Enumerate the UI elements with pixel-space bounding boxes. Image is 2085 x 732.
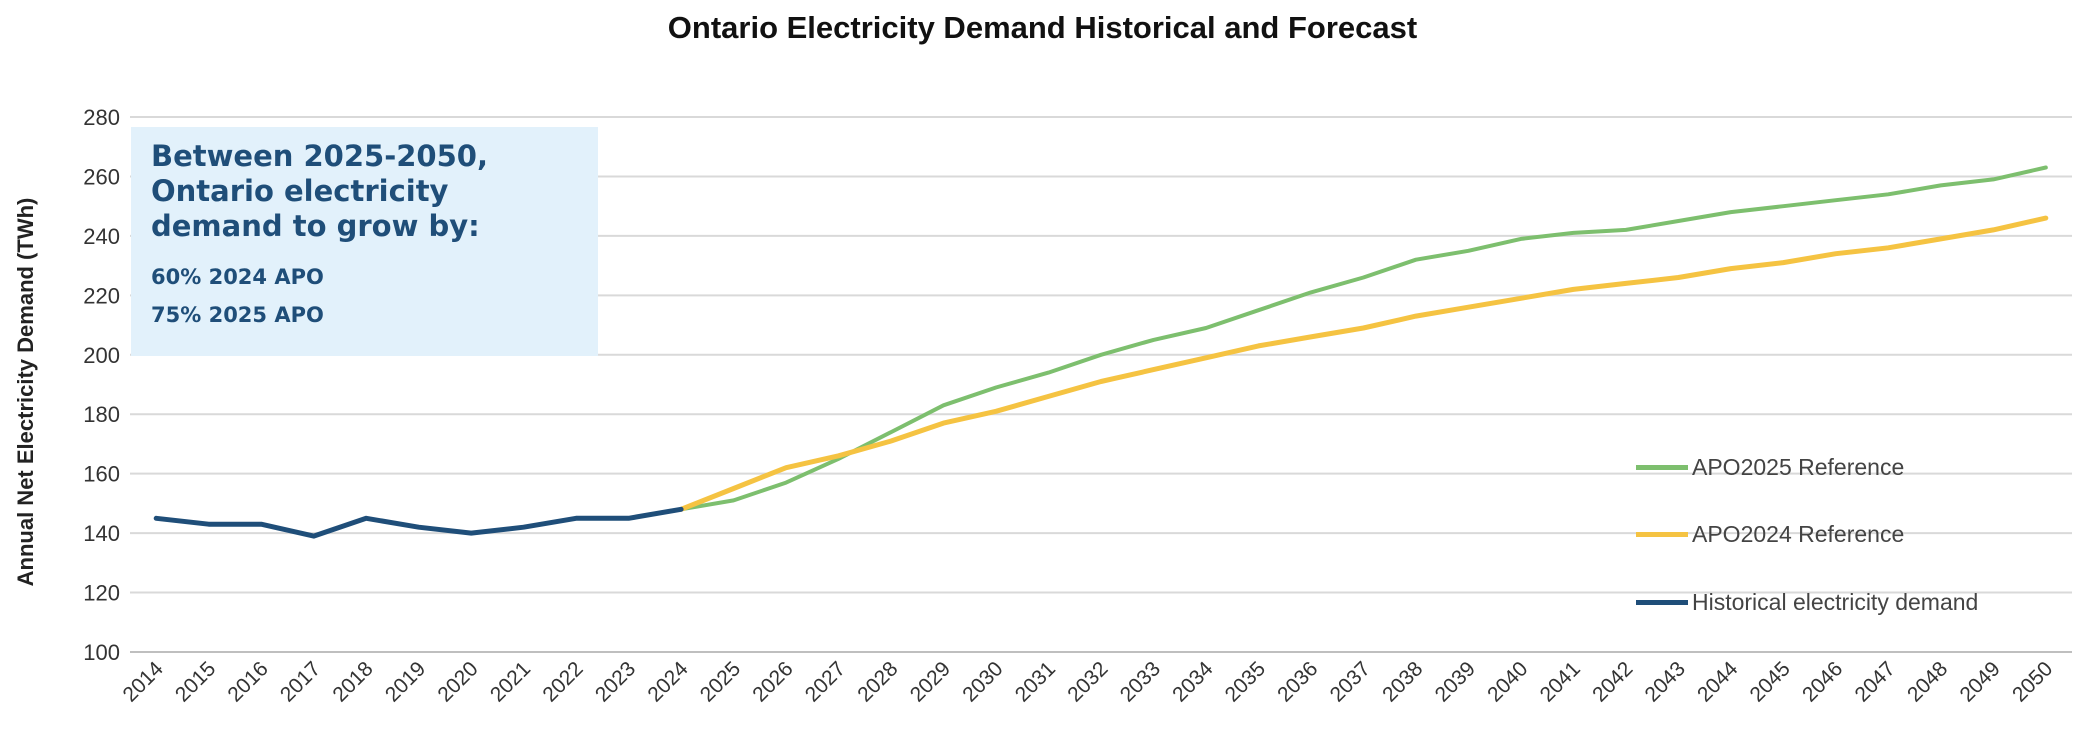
growth-callout: Between 2025-2050, Ontario electricity d… — [131, 127, 598, 356]
x-tick-label: 2018 — [328, 657, 377, 706]
x-tick-label: 2034 — [1168, 657, 1218, 707]
y-tick-label: 140 — [83, 521, 120, 546]
x-tick-label: 2040 — [1483, 657, 1532, 706]
x-tick-label: 2045 — [1746, 657, 1795, 706]
legend-item-apo2025: APO2025 Reference — [1636, 452, 1904, 482]
y-axis-ticks: 100 120 140 160 180 200 220 240 260 280 — [83, 105, 120, 665]
x-tick-label: 2027 — [801, 657, 850, 706]
x-tick-label: 2049 — [1956, 657, 2005, 706]
y-tick-label: 160 — [83, 462, 120, 487]
x-tick-label: 2044 — [1693, 657, 1743, 707]
legend-label-apo2024: APO2024 Reference — [1692, 520, 1905, 547]
legend-swatch-apo2025 — [1636, 464, 1688, 470]
legend-label-historical: Historical electricity demand — [1692, 588, 1979, 615]
x-tick-label: 2041 — [1536, 657, 1585, 706]
x-tick-label: 2042 — [1588, 657, 1637, 706]
legend-swatch-apo2024 — [1636, 531, 1688, 537]
legend-swatch-historical — [1636, 599, 1688, 605]
x-tick-label: 2024 — [643, 657, 693, 707]
legend-item-apo2024: APO2024 Reference — [1636, 519, 1904, 549]
x-tick-label: 2014 — [118, 657, 168, 707]
x-tick-label: 2031 — [1011, 657, 1060, 706]
x-tick-label: 2019 — [381, 657, 430, 706]
x-tick-label: 2047 — [1851, 657, 1900, 706]
x-tick-label: 2039 — [1431, 657, 1480, 706]
x-tick-label: 2033 — [1116, 657, 1165, 706]
x-tick-label: 2038 — [1378, 657, 1427, 706]
x-tick-label: 2048 — [1903, 657, 1952, 706]
x-tick-label: 2015 — [171, 657, 220, 706]
callout-line-2024: 60% 2024 APO — [151, 265, 324, 289]
y-tick-label: 260 — [83, 164, 120, 189]
legend-item-historical: Historical electricity demand — [1636, 587, 1978, 617]
x-tick-label: 2035 — [1221, 657, 1270, 706]
callout-line-2025: 75% 2025 APO — [151, 303, 324, 327]
callout-heading: Between 2025-2050, Ontario electricity d… — [151, 139, 488, 243]
x-tick-label: 2043 — [1641, 657, 1690, 706]
series-line-historical-electricity-demand — [153, 506, 684, 539]
y-tick-label: 100 — [83, 640, 120, 665]
x-tick-label: 2026 — [748, 657, 797, 706]
x-tick-label: 2046 — [1798, 657, 1847, 706]
y-tick-label: 240 — [83, 224, 120, 249]
x-tick-label: 2016 — [223, 657, 272, 706]
x-tick-label: 2030 — [958, 657, 1007, 706]
x-tick-label: 2020 — [433, 657, 482, 706]
x-tick-label: 2017 — [276, 657, 325, 706]
series-line-apo2025-reference — [679, 165, 2048, 512]
y-tick-label: 180 — [83, 402, 120, 427]
x-axis-ticks: 2014 2015 2016 2017 2018 2019 2020 2021 2022 2023… — [118, 657, 2057, 707]
x-tick-label: 2036 — [1273, 657, 1322, 706]
x-tick-label: 2037 — [1326, 657, 1375, 706]
legend-label-apo2025: APO2025 Reference — [1692, 453, 1905, 480]
y-tick-label: 120 — [83, 581, 120, 606]
x-tick-label: 2022 — [538, 657, 587, 706]
x-tick-label: 2050 — [2008, 657, 2057, 706]
x-tick-label: 2023 — [591, 657, 640, 706]
series-lines — [153, 165, 2049, 539]
y-tick-label: 220 — [83, 283, 120, 308]
x-tick-label: 2028 — [853, 657, 902, 706]
chart-title: Ontario Electricity Demand Historical an… — [667, 10, 1418, 45]
y-tick-label: 280 — [83, 105, 120, 130]
x-tick-label: 2032 — [1063, 657, 1112, 706]
x-tick-label: 2029 — [906, 657, 955, 706]
y-tick-label: 200 — [83, 343, 120, 368]
series-line-apo2024-reference — [678, 215, 2049, 512]
x-tick-label: 2021 — [486, 657, 535, 706]
x-tick-label: 2025 — [696, 657, 745, 706]
